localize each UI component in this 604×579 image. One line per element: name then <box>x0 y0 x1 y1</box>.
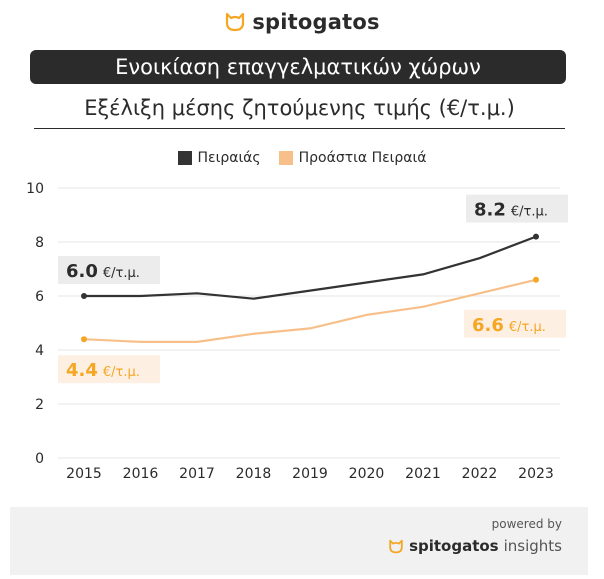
x-tick-label: 2020 <box>349 466 385 482</box>
cat-logo-icon <box>389 539 403 553</box>
data-point <box>533 276 539 283</box>
x-tick-label: 2018 <box>236 466 272 482</box>
x-tick-label: 2023 <box>518 466 554 482</box>
value-callout-box <box>466 194 568 223</box>
legend-swatch-orange <box>278 151 293 165</box>
data-point <box>81 336 87 343</box>
footer-brand-suffix: insights <box>503 537 562 555</box>
y-tick-label: 6 <box>35 289 44 305</box>
value-callout-box <box>58 355 160 384</box>
footer: powered by spitogatos insights <box>10 507 588 575</box>
chart-subtitle: Εξέλιξη μέσης ζητούμενης τιμής (€/τ.μ.) <box>34 94 565 129</box>
footer-brand: spitogatos insights <box>388 537 562 555</box>
y-tick-label: 0 <box>35 451 44 467</box>
legend-label: Προάστια Πειραιά <box>298 150 427 166</box>
y-tick-label: 2 <box>35 397 44 413</box>
powered-by-text: powered by <box>491 517 562 531</box>
value-callout: 8.2 €/τ.μ. <box>474 200 548 221</box>
y-tick-label: 4 <box>35 343 44 359</box>
value-callout-box <box>464 309 566 338</box>
banner-title: Ενοικίαση επαγγελματικών χώρων <box>30 50 566 84</box>
value-callout: 6.6 €/τ.μ. <box>472 315 546 336</box>
x-tick-label: 2015 <box>66 466 102 482</box>
x-tick-label: 2017 <box>179 466 215 482</box>
value-callout-box <box>58 256 160 284</box>
data-point <box>81 293 87 299</box>
value-callout: 6.0 €/τ.μ. <box>66 261 140 282</box>
x-tick-label: 2022 <box>462 466 498 482</box>
data-point <box>533 233 539 240</box>
x-tick-label: 2021 <box>405 466 441 482</box>
logo-text: spitogatos <box>252 10 380 34</box>
y-tick-label: 8 <box>35 235 44 251</box>
legend-item-piraeus: Πειραιάς <box>177 150 261 166</box>
chart-legend: Πειραιάς Προάστια Πειραιά <box>0 150 604 166</box>
series-line-1 <box>83 278 537 343</box>
legend-label: Πειραιάς <box>197 150 261 166</box>
x-tick-label: 2019 <box>292 466 328 482</box>
cat-logo-icon <box>226 12 245 32</box>
legend-item-suburbs: Προάστια Πειραιά <box>278 150 427 166</box>
x-tick-label: 2016 <box>123 466 159 482</box>
y-tick-label: 10 <box>26 181 44 197</box>
line-chart: 0 2 4 6 8 10 2015 2016 2017 2018 2019 2020 2021 2022 2… <box>26 181 568 482</box>
series-line-0 <box>84 235 537 300</box>
legend-swatch-dark <box>177 151 192 165</box>
value-callout: 4.4 €/τ.μ. <box>66 360 140 381</box>
brand-logo: spitogatos <box>0 10 604 34</box>
footer-brand-name: spitogatos <box>409 537 499 555</box>
